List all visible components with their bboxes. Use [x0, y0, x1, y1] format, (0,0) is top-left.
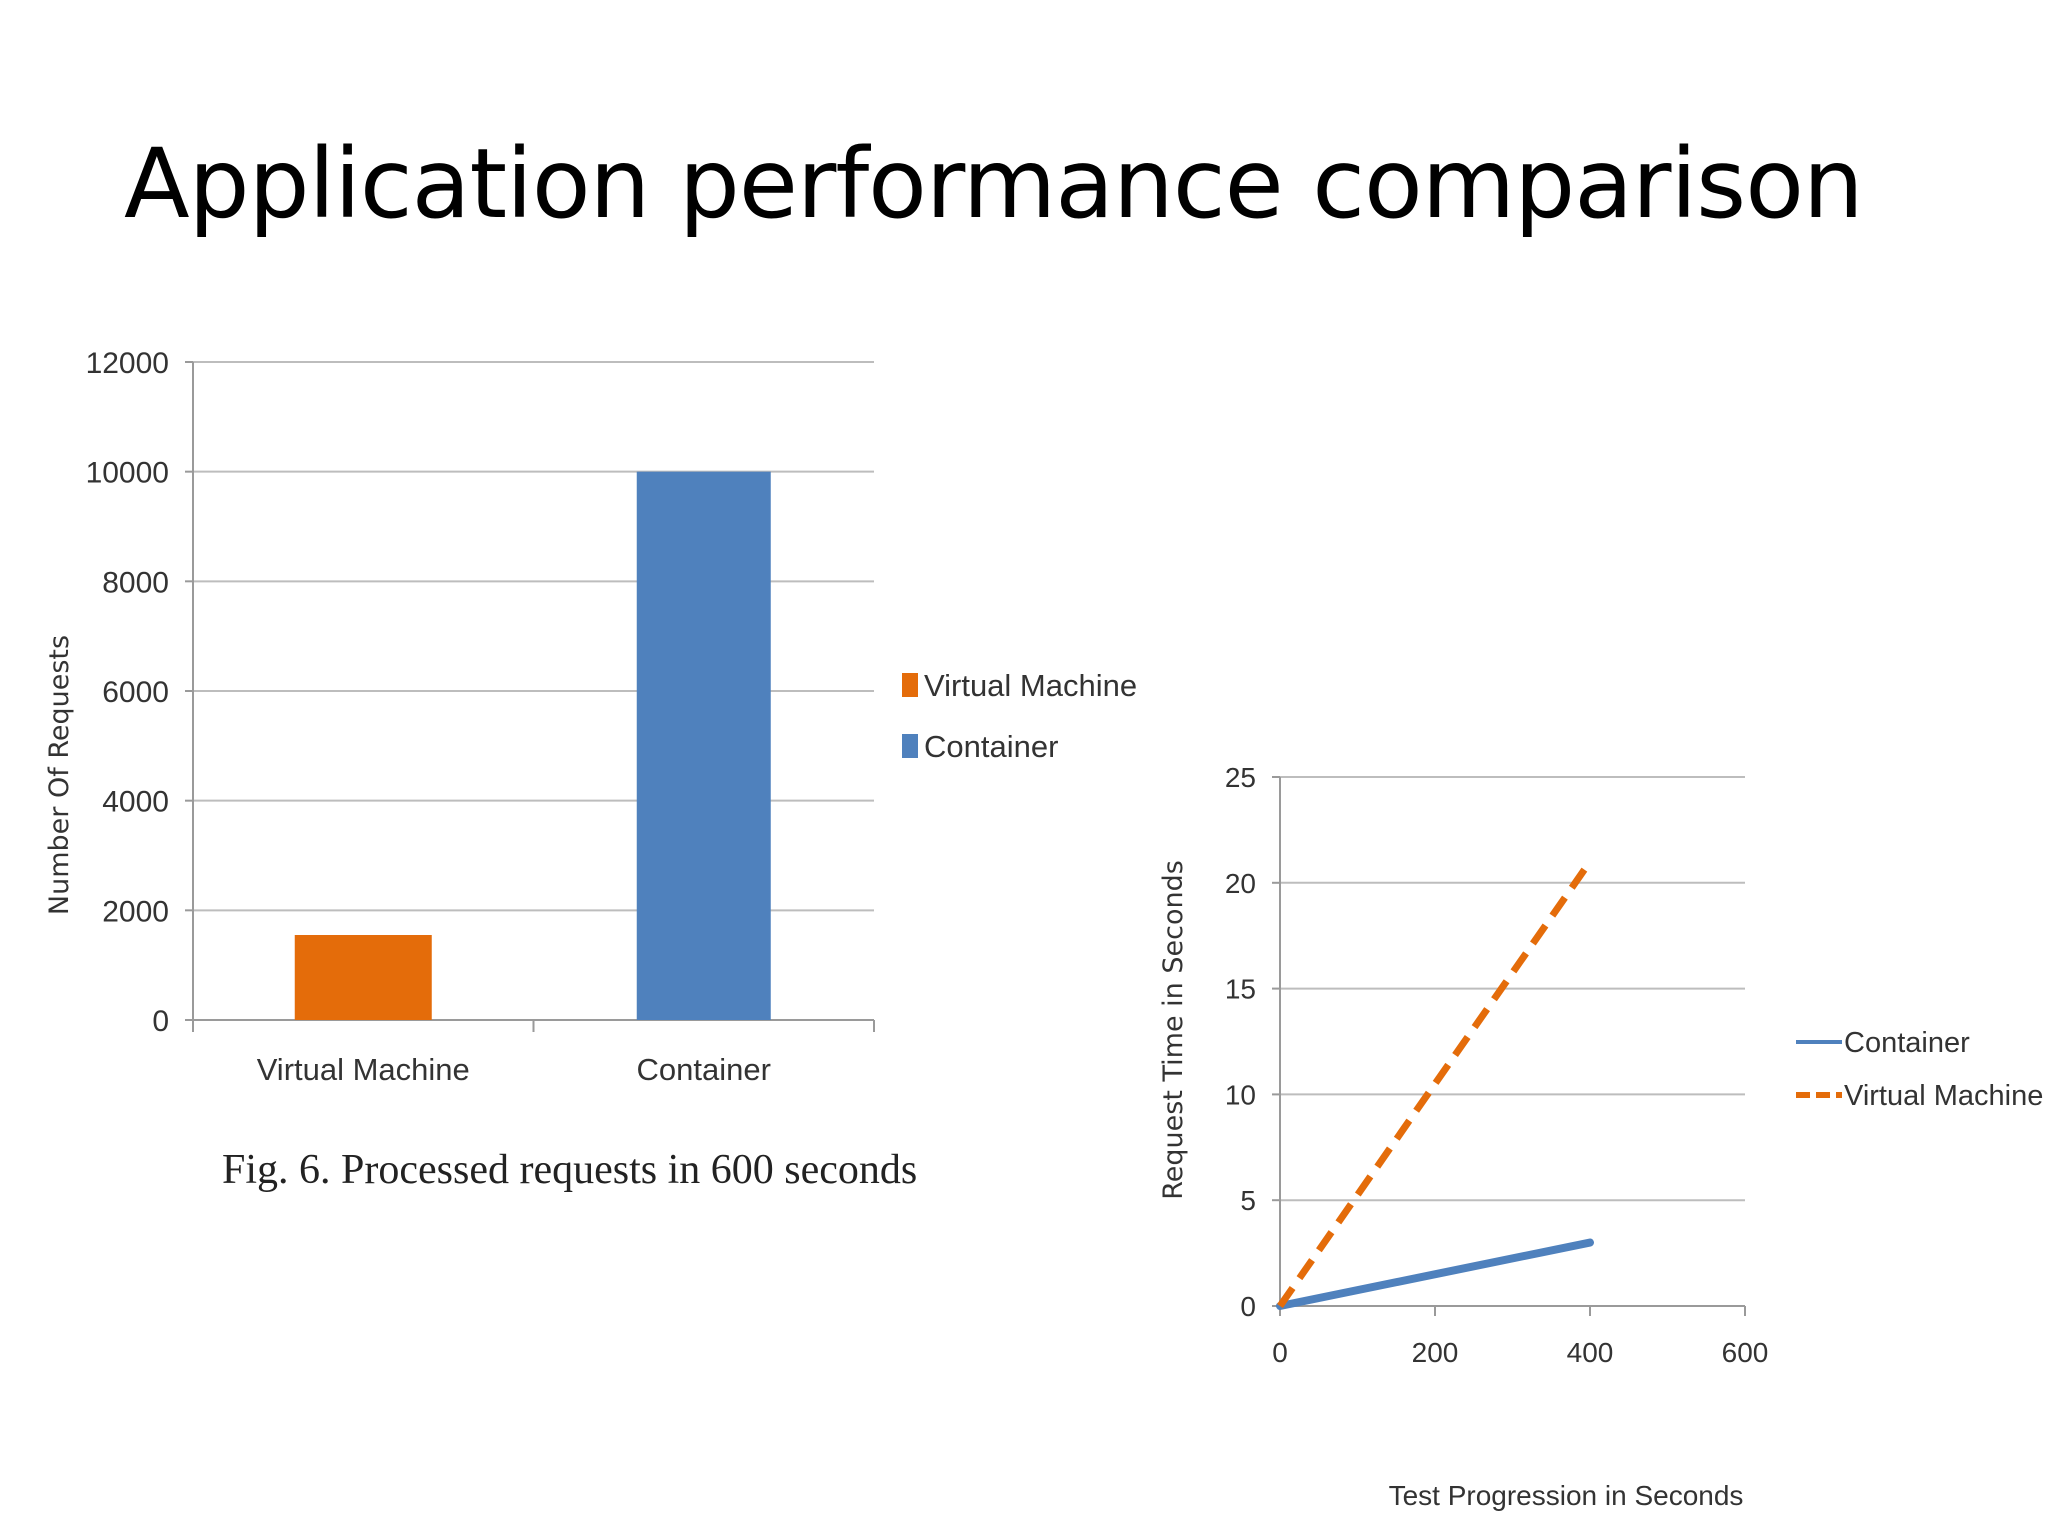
line-y-tick-label: 15: [1225, 974, 1256, 1005]
bar-chart: 0 2000 4000 6000 8000 10000 12000 Virtual Machi…: [44, 347, 1137, 1087]
bar-x-tick-label: Container: [637, 1052, 771, 1087]
slide-title: Application performance comparison: [124, 128, 1864, 240]
bar-y-axis-title: Number Of Requests: [44, 635, 75, 915]
bar-y-tick-label: 2000: [102, 895, 169, 928]
line-legend-label: Container: [1844, 1027, 1970, 1059]
bar-y-tick-label: 12000: [86, 347, 169, 380]
bar-y-tick-label: 10000: [86, 457, 169, 490]
line-y-tick-label: 5: [1240, 1185, 1256, 1216]
bar-y-tick-label: 6000: [102, 676, 169, 709]
line-y-axis-title: Request Time in Seconds: [1158, 860, 1189, 1200]
line-x-tick-label: 0: [1272, 1337, 1288, 1368]
line-series-container: [1276, 1238, 1594, 1310]
line-x-tick-label: 400: [1567, 1337, 1614, 1368]
line-chart: 0 5 10 15 20 25 0 200 400 600 Request Time in Seco…: [1158, 762, 2043, 1511]
bar-y-tick-label: 4000: [102, 786, 169, 819]
line-y-tick-label: 10: [1225, 1079, 1256, 1110]
bar-y-tick-label: 0: [152, 1005, 169, 1038]
line-y-tick-label: 25: [1225, 762, 1256, 793]
figure-caption: Fig. 6. Processed requests in 600 second…: [222, 1147, 918, 1193]
line-legend-label: Virtual Machine: [1844, 1080, 2043, 1112]
bar-legend-swatch: [902, 734, 918, 758]
bar-legend-swatch: [902, 673, 918, 697]
bar-container: [636, 471, 771, 1021]
line-x-tick-label: 600: [1722, 1337, 1769, 1368]
line-x-tick-label: 200: [1412, 1337, 1459, 1368]
bar-virtual-machine: [294, 935, 432, 1020]
line-y-tick-label: 20: [1225, 868, 1256, 899]
line-series-virtual-machine: [1277, 859, 1593, 1309]
bar-legend-label: Container: [924, 729, 1058, 764]
bar-y-tick-label: 8000: [102, 566, 169, 599]
bar-x-tick-label: Virtual Machine: [257, 1052, 470, 1087]
line-x-axis-title: Test Progression in Seconds: [1389, 1480, 1744, 1511]
bar-legend-label: Virtual Machine: [924, 668, 1137, 703]
line-y-tick-label: 0: [1240, 1291, 1256, 1322]
